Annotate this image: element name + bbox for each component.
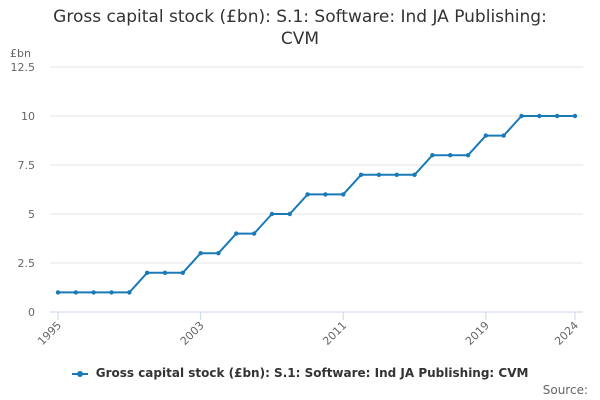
data-point[interactable]	[483, 133, 489, 138]
data-point[interactable]	[358, 172, 364, 177]
y-tick-label: 10	[21, 110, 35, 123]
data-point[interactable]	[162, 270, 168, 275]
data-point[interactable]	[394, 172, 399, 177]
data-point[interactable]	[55, 290, 61, 295]
data-point[interactable]	[180, 270, 185, 275]
x-axis: 1995 2003 2011 2019 2024	[35, 311, 583, 348]
y-tick-label: 2.5	[18, 257, 36, 270]
y-tick-label: 0	[28, 306, 35, 319]
data-point[interactable]	[554, 113, 560, 119]
y-tick-label: 12.5	[11, 61, 36, 74]
data-point[interactable]	[198, 251, 203, 256]
y-tick-label: 5	[28, 208, 35, 221]
legend-label: Gross capital stock (£bn): S.1: Software…	[95, 366, 529, 380]
x-tick-label: 2003	[178, 319, 207, 348]
data-point[interactable]	[287, 211, 292, 217]
data-point[interactable]	[519, 113, 524, 119]
data-point[interactable]	[305, 192, 310, 197]
legend-swatch-marker	[76, 370, 83, 377]
series-group	[55, 113, 578, 295]
data-point[interactable]	[109, 290, 114, 295]
chart-title: Gross capital stock (£bn): S.1: Software…	[0, 6, 600, 50]
legend-swatch	[71, 369, 88, 379]
x-tick-label: 2011	[320, 319, 349, 348]
data-point[interactable]	[412, 172, 417, 177]
source-credit[interactable]: Source:	[542, 383, 588, 397]
x-tick-label: 2019	[463, 319, 492, 348]
data-point[interactable]	[234, 231, 239, 236]
series-line	[57, 115, 576, 294]
chart-title-line-1: Gross capital stock (£bn): S.1: Software…	[53, 7, 547, 27]
y-axis-unit-label: £bn	[10, 47, 31, 60]
data-point[interactable]	[341, 192, 346, 197]
x-tick-label: 1995	[35, 319, 64, 348]
data-point[interactable]	[127, 290, 132, 295]
chart-title-line-2: CVM	[280, 29, 320, 49]
data-point[interactable]	[91, 290, 96, 295]
data-point[interactable]	[572, 113, 578, 119]
data-point[interactable]	[376, 172, 382, 177]
data-point[interactable]	[430, 153, 435, 158]
data-point[interactable]	[448, 153, 453, 158]
data-point[interactable]	[144, 270, 150, 275]
y-tick-label: 7.5	[18, 159, 36, 172]
data-point[interactable]	[465, 153, 471, 158]
data-point[interactable]	[73, 290, 79, 295]
gridlines	[50, 66, 583, 264]
data-point[interactable]	[501, 133, 506, 138]
x-tick-label: 2024	[552, 319, 581, 348]
data-point[interactable]	[251, 231, 257, 236]
data-point[interactable]	[216, 251, 221, 256]
data-point[interactable]	[323, 192, 328, 197]
data-point[interactable]	[537, 113, 542, 119]
y-axis-tick-labels: 0 2.5 5 7.5 10 12.5	[11, 61, 36, 319]
legend[interactable]: Gross capital stock (£bn): S.1: Software…	[0, 366, 600, 380]
data-point[interactable]	[269, 211, 275, 217]
